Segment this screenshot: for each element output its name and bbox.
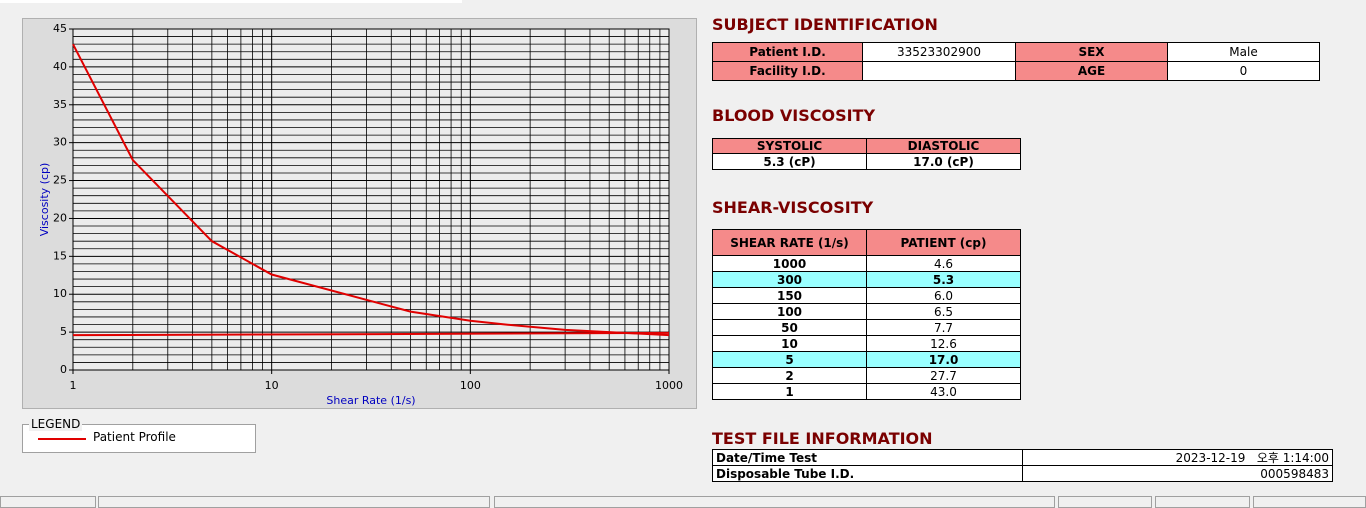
field-label: Patient I.D.	[712, 42, 863, 62]
field-label: Disposable Tube I.D.	[712, 465, 1023, 482]
y-tick-label: 10	[53, 287, 67, 300]
patient-viscosity: 6.0	[866, 287, 1021, 304]
x-axis-label: Shear Rate (1/s)	[326, 394, 415, 407]
x-tick-label: 1000	[655, 379, 683, 392]
patient-viscosity: 5.3	[866, 271, 1021, 288]
column-header: PATIENT (cp)	[866, 229, 1021, 256]
section-title: BLOOD VISCOSITY	[712, 106, 876, 125]
field-value: 33523302900	[862, 42, 1016, 62]
x-tick-label: 1	[70, 379, 77, 392]
field-label: SEX	[1015, 42, 1168, 62]
chart-panel: 0 5 10 15 20 25 30 35 40 45 1 10 100 1000 Shear Rate (…	[22, 18, 697, 409]
status-pane	[0, 496, 96, 508]
shear-rate: 1	[712, 383, 867, 400]
y-tick-label: 20	[53, 211, 67, 224]
section-title: SHEAR-VISCOSITY	[712, 198, 874, 217]
viscosity-value: 5.3 (cP)	[712, 153, 867, 170]
shear-rate: 2	[712, 367, 867, 384]
chart: 0 5 10 15 20 25 30 35 40 45 1 10 100 1000 Shear Rate (…	[38, 22, 683, 407]
x-tick-label: 100	[460, 379, 481, 392]
field-value: Male	[1167, 42, 1320, 62]
column-header: SHEAR RATE (1/s)	[712, 229, 867, 256]
status-pane	[494, 496, 1055, 508]
column-header: SYSTOLIC	[712, 138, 867, 154]
patient-viscosity: 12.6	[866, 335, 1021, 352]
shear-rate: 50	[712, 319, 867, 336]
field-value: 2023-12-19 오후 1:14:00	[1022, 449, 1333, 466]
patient-viscosity: 4.6	[866, 255, 1021, 272]
column-header: DIASTOLIC	[866, 138, 1021, 154]
shear-rate: 1000	[712, 255, 867, 272]
data-line	[72, 43, 670, 337]
y-tick-label: 5	[60, 325, 67, 338]
field-value	[862, 61, 1016, 81]
shear-rate: 300	[712, 271, 867, 288]
field-label: Facility I.D.	[712, 61, 863, 81]
patient-viscosity: 27.7	[866, 367, 1021, 384]
y-tick-label: 45	[53, 22, 67, 35]
shear-rate: 5	[712, 351, 867, 368]
legend: LEGEND Patient Profile	[22, 417, 256, 453]
x-tick-label: 10	[265, 379, 279, 392]
legend-label: Patient Profile	[93, 430, 176, 444]
patient-viscosity: 7.7	[866, 319, 1021, 336]
field-value: 0	[1167, 61, 1320, 81]
legend-title: LEGEND	[29, 417, 83, 431]
status-pane	[1155, 496, 1250, 508]
section-title: TEST FILE INFORMATION	[712, 429, 933, 448]
shear-rate: 100	[712, 303, 867, 320]
field-value: 000598483	[1022, 465, 1333, 482]
patient-viscosity: 43.0	[866, 383, 1021, 400]
section-title: SUBJECT IDENTIFICATION	[712, 15, 938, 34]
y-tick-label: 25	[53, 174, 67, 187]
status-pane	[98, 496, 490, 508]
field-label: AGE	[1015, 61, 1168, 81]
shear-rate: 150	[712, 287, 867, 304]
y-tick-label: 40	[53, 60, 67, 73]
status-pane	[1058, 496, 1152, 508]
y-tick-label: 15	[53, 249, 67, 262]
y-tick-label: 30	[53, 136, 67, 149]
patient-viscosity: 17.0	[866, 351, 1021, 368]
patient-viscosity: 6.5	[866, 303, 1021, 320]
data-line	[72, 331, 670, 337]
plot-area	[72, 28, 670, 371]
field-label: Date/Time Test	[712, 449, 1023, 466]
y-tick-label: 0	[60, 363, 67, 376]
y-axis-label: Viscosity (cp)	[38, 163, 51, 237]
status-pane	[1253, 496, 1366, 508]
legend-swatch	[38, 438, 86, 440]
shear-rate: 10	[712, 335, 867, 352]
viscosity-value: 17.0 (cP)	[866, 153, 1021, 170]
top-strip	[0, 0, 462, 3]
y-tick-label: 35	[53, 98, 67, 111]
